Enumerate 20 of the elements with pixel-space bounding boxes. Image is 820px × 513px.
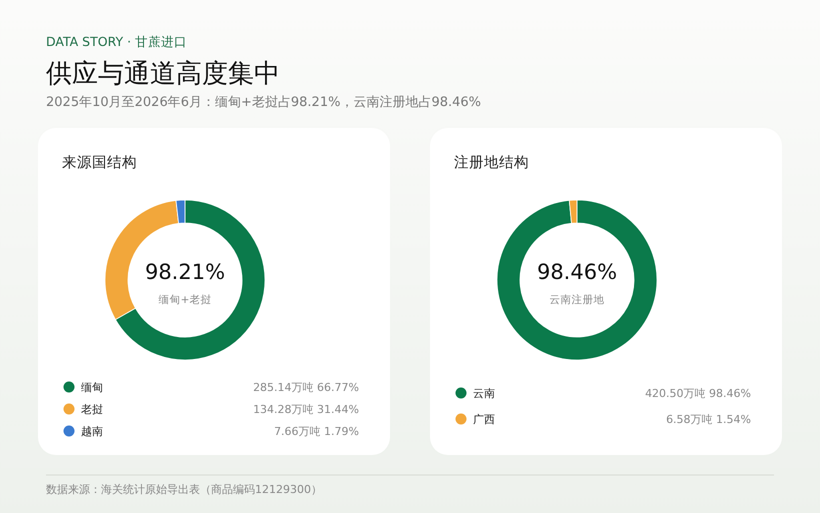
data-label: 7.66万吨 1.79% xyxy=(274,425,359,438)
legend-label: 缅甸 xyxy=(81,381,103,394)
text: DATA STORY · 甘蔗进口 xyxy=(46,34,188,49)
source-note: 数据来源：海关统计原始导出表（商品编码12129300） xyxy=(46,483,322,496)
text: 缅甸+老挝 xyxy=(158,293,212,306)
data-label: 285.14万吨 66.77% xyxy=(253,381,359,394)
legend-label: 广西 xyxy=(473,413,495,426)
chart-title: 来源国结构 xyxy=(62,154,137,171)
data-label: 420.50万吨 98.46% xyxy=(645,387,751,400)
legend-label: 云南 xyxy=(473,387,495,400)
data-label: 134.28万吨 31.44% xyxy=(253,403,359,416)
text: 云南注册地 xyxy=(550,293,604,306)
data-label: 6.58万吨 1.54% xyxy=(666,413,751,426)
text: 98.46% xyxy=(536,260,618,284)
text: 98.21% xyxy=(144,260,226,284)
legend-label: 越南 xyxy=(81,425,103,438)
chart-title: 注册地结构 xyxy=(454,154,529,171)
text: 2025年10月至2026年6月：缅甸+老挝占98.21%，云南注册地占98.46% xyxy=(46,95,482,110)
legend-label: 老挝 xyxy=(81,403,103,416)
text: 供应与通道高度集中 xyxy=(46,59,280,89)
